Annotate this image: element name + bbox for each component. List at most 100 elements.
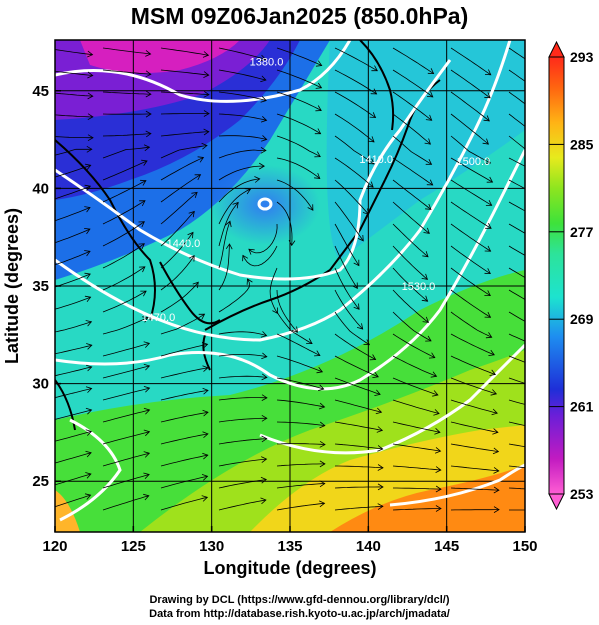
streamline (102, 495, 149, 511)
y-tick-label: 30 (32, 376, 49, 393)
streamline-arrow (84, 272, 91, 279)
streamline (276, 333, 321, 356)
coast-sakhalin (359, 40, 395, 131)
streamline-arrow (306, 338, 313, 344)
streamline (160, 91, 209, 96)
colorbar-bottom-arrow (548, 493, 565, 511)
streamline (508, 399, 525, 405)
field-hotter (330, 465, 525, 532)
streamline-arrow (143, 144, 151, 152)
streamline (102, 409, 150, 423)
streamline (334, 421, 383, 431)
streamline-arrow (85, 429, 93, 436)
streamline-arrow (432, 390, 439, 397)
streamline (160, 211, 195, 247)
streamline-arrow (377, 503, 384, 510)
streamline-arrow (187, 231, 194, 239)
streamline-arrow (203, 110, 210, 117)
streamline-arrow (225, 220, 232, 228)
streamline-arrow (87, 50, 94, 58)
streamline (508, 377, 525, 384)
streamline (393, 487, 442, 490)
streamline-arrow (317, 384, 325, 391)
streamline-arrow (288, 240, 296, 247)
x-tick-label: 120 (42, 538, 67, 555)
streamline (55, 494, 91, 508)
streamline (392, 289, 429, 323)
streamline (334, 377, 381, 395)
streamline-arrow (319, 480, 326, 488)
streamline (55, 473, 92, 486)
streamline (55, 228, 91, 244)
contour-1500 (59, 343, 525, 522)
streamline (55, 114, 93, 118)
streamline-arrow (484, 245, 492, 252)
streamline (55, 273, 91, 288)
streamline (334, 69, 377, 95)
streamline (218, 375, 267, 379)
streamline-arrow (84, 163, 92, 171)
streamline (450, 201, 492, 229)
streamline-arrow (482, 138, 489, 145)
streamline (160, 475, 208, 489)
streamline-arrow (492, 428, 499, 435)
streamline-arrow (261, 394, 268, 401)
contour-label: 1530.0 (402, 281, 436, 293)
streamline (334, 179, 369, 215)
streamline-arrow (434, 447, 442, 454)
streamline-arrow (261, 456, 268, 463)
streamline-arrow (422, 251, 429, 258)
streamline-arrow (314, 128, 322, 135)
streamline-arrow (85, 407, 93, 415)
streamline (269, 267, 278, 314)
streamline (55, 148, 92, 156)
streamline (508, 355, 525, 363)
streamline (334, 245, 358, 289)
streamline (160, 131, 209, 137)
x-axis-ticks: 120 125 130 135 140 145 150 (42, 526, 538, 555)
streamline (160, 313, 205, 335)
streamline (218, 165, 265, 181)
streamline (160, 454, 208, 467)
streamline (508, 201, 525, 212)
x-tick-label: 135 (277, 538, 302, 555)
streamline-arrow (260, 497, 267, 505)
streamline-arrow (84, 184, 92, 192)
streamline (55, 92, 93, 97)
streamline-arrow (142, 316, 149, 323)
streamline (508, 47, 525, 60)
streamline-arrow (356, 323, 364, 330)
streamline (450, 421, 498, 433)
streamline (508, 135, 525, 150)
streamline (160, 192, 198, 225)
colorbar-tick-label: 253 (570, 486, 594, 502)
streamline (160, 367, 208, 379)
streamline-arrow (435, 485, 442, 493)
streamline-arrow (541, 138, 547, 144)
height-contours (55, 40, 525, 522)
streamline (102, 69, 151, 75)
streamline (160, 496, 208, 511)
streamline (450, 245, 491, 274)
streamline-arrow (84, 228, 91, 235)
streamline-arrow (261, 373, 268, 381)
streamline (334, 505, 383, 511)
streamline-arrow (484, 92, 491, 99)
streamline (508, 245, 525, 256)
streamline (508, 113, 525, 127)
streamline-arrow (201, 142, 208, 150)
streamline-arrow (202, 387, 209, 395)
map-title: MSM 09Z06Jan2025 (850.0hPa) (130, 3, 469, 29)
streamline (55, 136, 93, 139)
streamline-arrow (86, 343, 93, 350)
streamline (218, 438, 267, 445)
streamline-arrow (423, 227, 430, 234)
contour-label: 1500.0 (456, 156, 490, 168)
streamline-arrow (85, 450, 92, 458)
contour-1410 (55, 59, 452, 281)
colorbar-top-arrow (548, 40, 565, 58)
streamline (218, 479, 267, 489)
streamline-arrow (422, 316, 430, 323)
gridlines (55, 40, 525, 532)
streamline-arrow (203, 71, 210, 78)
